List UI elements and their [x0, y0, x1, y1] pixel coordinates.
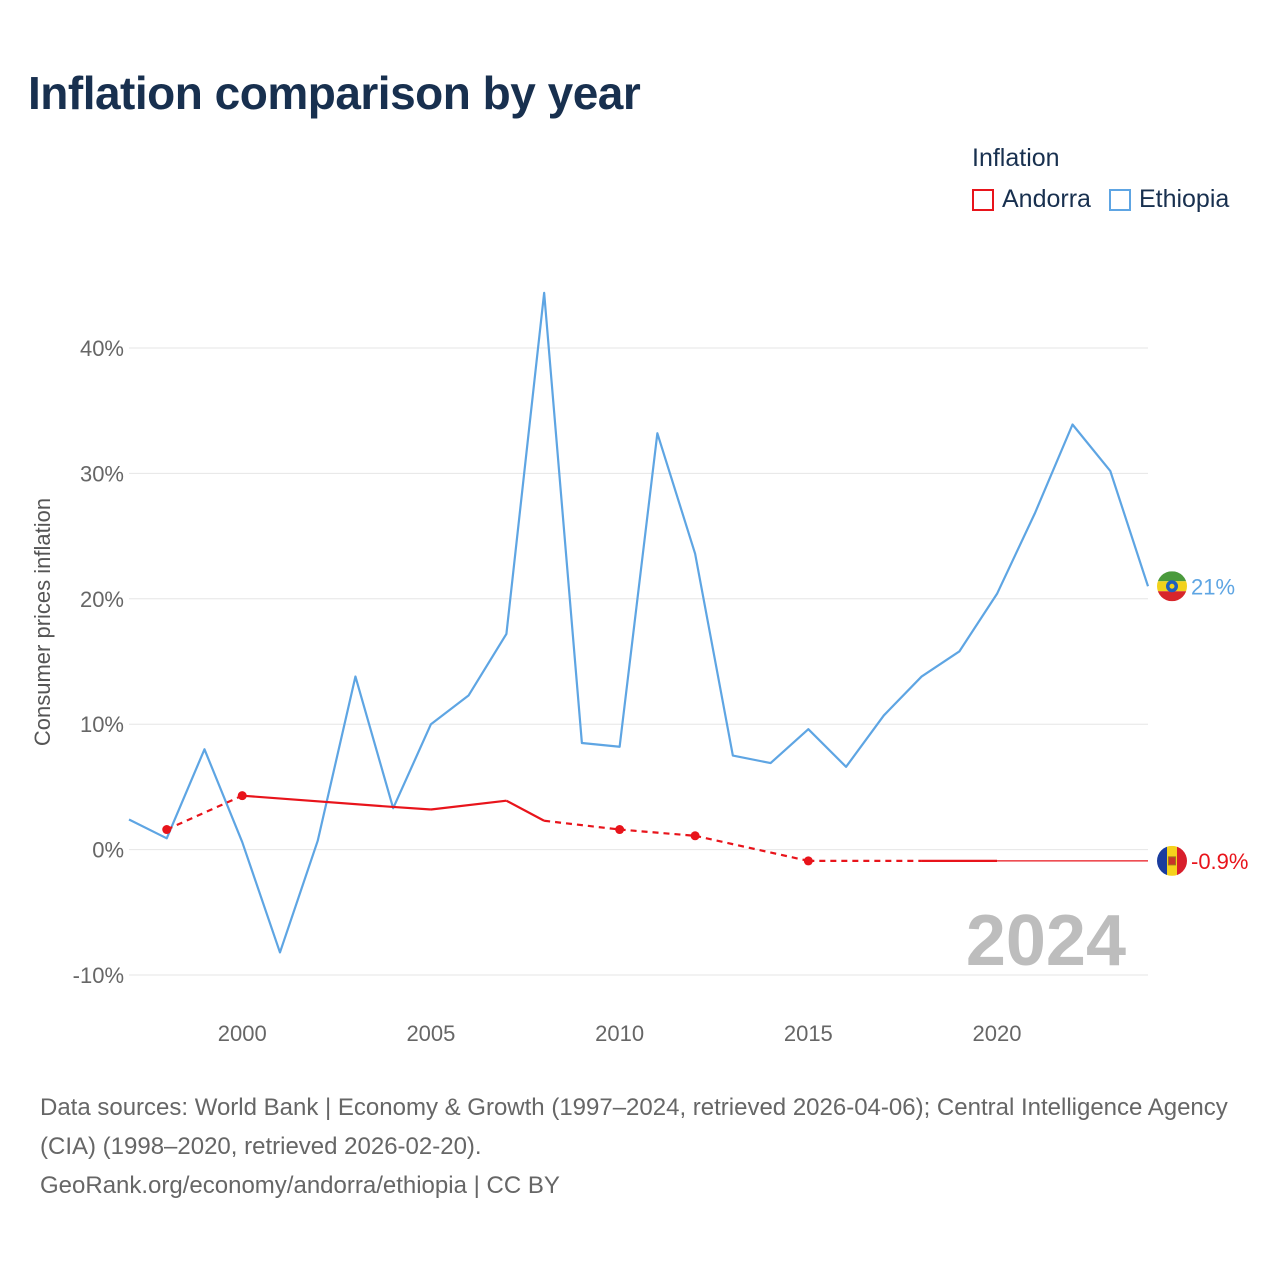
series-segment-andorra[interactable] [242, 794, 394, 809]
series-segment-andorra[interactable] [430, 799, 507, 811]
legend-label-andorra: Andorra [1002, 185, 1091, 213]
end-labels: 21% -0.9% [1157, 571, 1248, 876]
series-segment-andorra[interactable] [619, 828, 696, 837]
gridlines [129, 347, 1148, 976]
x-axis-ticks: 2000 2005 2010 2015 2020 [218, 1021, 1022, 1046]
series-segment-andorra[interactable] [166, 794, 243, 831]
y-tick-label: 20% [80, 587, 124, 612]
x-tick-label: 2015 [784, 1021, 833, 1046]
credit-link[interactable]: GeoRank.org/economy/andorra/ethiopia | C… [40, 1172, 560, 1199]
x-tick-label: 2005 [406, 1021, 455, 1046]
ethiopia-flag-icon [1157, 571, 1187, 602]
series-segment-andorra[interactable] [505, 799, 545, 822]
end-label-andorra: -0.9% [1191, 849, 1248, 874]
y-tick-label: 10% [80, 712, 124, 737]
series-segment-andorra[interactable] [393, 805, 431, 811]
legend-item-andorra[interactable]: Andorra [972, 185, 1091, 214]
point-andorra[interactable] [237, 791, 247, 801]
x-tick-label: 2010 [595, 1021, 644, 1046]
series-layer [128, 291, 1150, 954]
series-segment-andorra[interactable] [694, 834, 809, 862]
y-tick-label: 0% [92, 838, 124, 863]
data-sources: Data sources: World Bank | Economy & Gro… [40, 1094, 1228, 1160]
legend-item-ethiopia[interactable]: Ethiopia [1108, 185, 1230, 214]
point-andorra[interactable] [615, 825, 625, 835]
end-label-ethiopia: 21% [1191, 574, 1235, 599]
current-year-watermark: 2024 [966, 901, 1126, 981]
point-andorra[interactable] [690, 831, 700, 841]
andorra-swatch-icon [972, 188, 994, 211]
point-andorra[interactable] [162, 825, 172, 835]
legend-title: Inflation [972, 144, 1060, 172]
y-tick-label: 40% [80, 336, 124, 361]
y-tick-label: 30% [80, 461, 124, 486]
point-andorra[interactable] [803, 856, 813, 866]
y-axis-ticks: -10% 0% 10% 20% 30% 40% [73, 336, 124, 988]
andorra-flag-icon [1157, 845, 1187, 876]
ethiopia-swatch-icon [1108, 188, 1131, 211]
x-tick-label: 2000 [218, 1021, 267, 1046]
series-segment-andorra[interactable] [544, 819, 620, 831]
chart-title: Inflation comparison by year [28, 67, 641, 119]
legend-label-ethiopia: Ethiopia [1138, 185, 1230, 213]
y-tick-label: -10% [73, 963, 124, 988]
y-axis-label: Consumer prices inflation [30, 498, 55, 746]
line-chart: -10%0%10%20%30%40% 2000 2005 2010 2015 2020 … [30, 291, 1248, 1046]
x-tick-label: 2020 [973, 1021, 1022, 1046]
legend: Inflation Andorra Ethiopia [972, 144, 1229, 214]
series-line-ethiopia[interactable] [128, 291, 1150, 954]
